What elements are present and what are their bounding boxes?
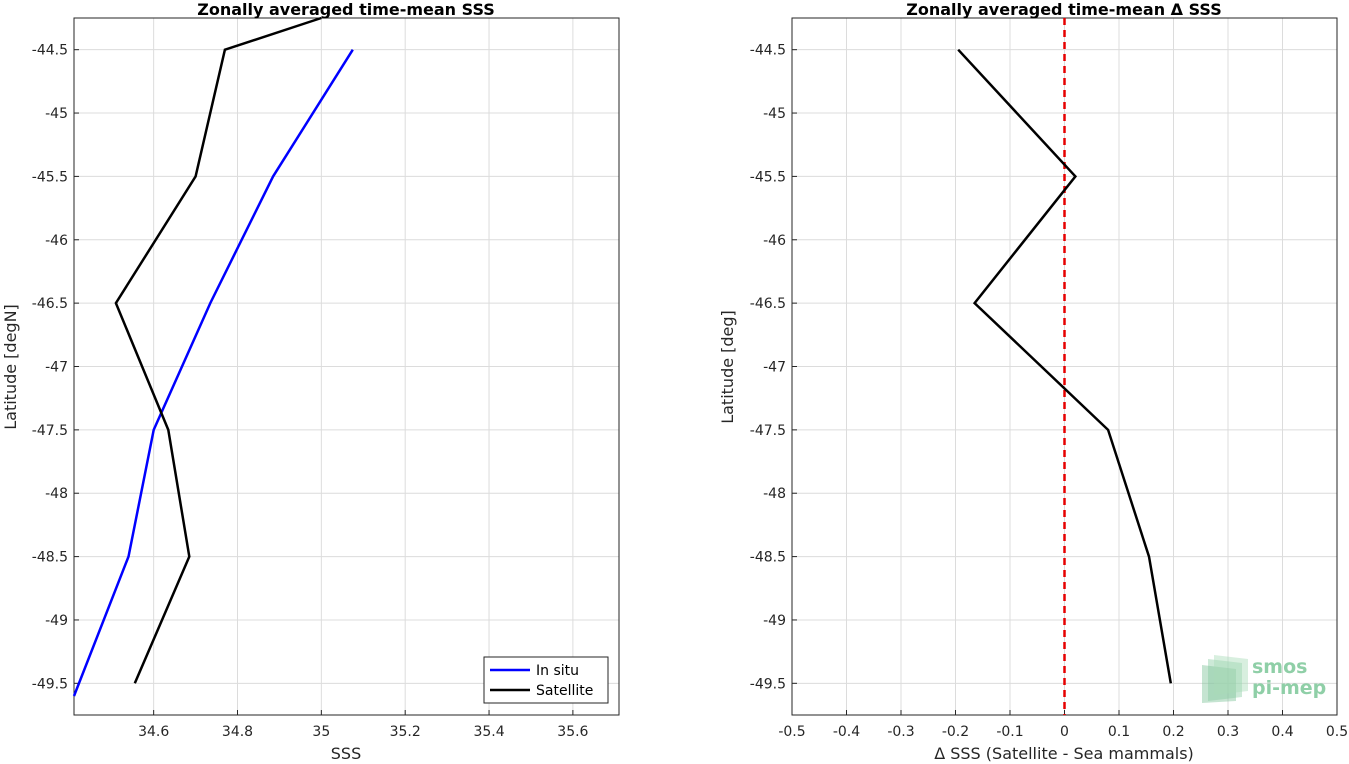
x-tick-label: 0 xyxy=(1060,724,1069,740)
x-tick-label: 0.3 xyxy=(1217,724,1239,740)
x-tick-label: -0.4 xyxy=(833,724,860,740)
y-tick-label: -44.5 xyxy=(32,43,68,59)
sss-ticks: 34.6 34.8 35 35.2 35.4 35.6 -44.5 -45 -45.5 -46 -4… xyxy=(32,43,589,740)
x-tick-label: 34.6 xyxy=(138,724,169,740)
y-tick-label: -45.5 xyxy=(32,169,68,185)
delta-sss-panel: -0.5 -0.4 -0.3 -0.2 -0.1 0 0.1 0.2 0.3 0.4 0.5 -44.… xyxy=(718,0,1348,763)
y-tick-label: -47.5 xyxy=(32,423,68,439)
y-tick-label: -47 xyxy=(45,360,68,376)
y-tick-label: -49 xyxy=(45,613,68,629)
delta-sss-series xyxy=(957,48,1173,684)
y-tick-label: -47.5 xyxy=(750,423,786,439)
x-tick-label: 0.1 xyxy=(1108,724,1130,740)
y-tick-label: -45.5 xyxy=(750,169,786,185)
sss-series xyxy=(72,16,354,697)
y-tick-label: -46 xyxy=(763,233,786,249)
x-tick-label: 0.4 xyxy=(1271,724,1293,740)
x-tick-label: -0.5 xyxy=(778,724,805,740)
y-tick-label: -47 xyxy=(763,360,786,376)
y-tick-label: -45 xyxy=(763,106,786,122)
sss-y-axis-label: Latitude [degN] xyxy=(1,304,20,430)
logo-text-pi-mep: pi-mep xyxy=(1252,677,1327,699)
sss-panel: 34.6 34.8 35 35.2 35.4 35.6 -44.5 -45 -45.5 -46 -4… xyxy=(1,0,620,763)
x-tick-label: 0.2 xyxy=(1162,724,1184,740)
legend-label-satellite: Satellite xyxy=(536,683,593,699)
sss-grid xyxy=(74,18,619,715)
delta-sss-x-axis-label: Δ SSS (Satellite - Sea mammals) xyxy=(934,744,1194,763)
delta-sss-ticks: -0.5 -0.4 -0.3 -0.2 -0.1 0 0.1 0.2 0.3 0.4 0.5 -44.… xyxy=(750,43,1348,740)
y-tick-label: -48 xyxy=(763,486,786,502)
x-tick-label: 35.2 xyxy=(390,724,421,740)
x-tick-label: -0.3 xyxy=(887,724,914,740)
x-tick-label: 35 xyxy=(312,724,330,740)
sss-chart-title: Zonally averaged time-mean SSS xyxy=(197,0,495,19)
legend-label-in-situ: In situ xyxy=(536,663,579,679)
legend-box xyxy=(483,656,609,704)
y-tick-label: -45 xyxy=(45,106,68,122)
delta-sss-chart-title: Zonally averaged time-mean Δ SSS xyxy=(906,0,1222,19)
sss-line-in-situ xyxy=(72,49,354,697)
y-tick-label: -46 xyxy=(45,233,68,249)
x-tick-label: -0.2 xyxy=(942,724,969,740)
x-tick-label: 35.4 xyxy=(473,724,504,740)
y-tick-label: -49 xyxy=(763,613,786,629)
x-tick-label: 0.5 xyxy=(1326,724,1348,740)
y-tick-label: -49.5 xyxy=(32,676,68,692)
logo-mark-icon xyxy=(1202,655,1248,703)
x-tick-label: 35.6 xyxy=(557,724,588,740)
y-tick-label: -48.5 xyxy=(32,550,68,566)
y-tick-label: -46.5 xyxy=(750,296,786,312)
sss-line-satellite xyxy=(114,16,322,684)
logo-text-smos: smos xyxy=(1252,656,1308,678)
y-tick-label: -48.5 xyxy=(750,550,786,566)
x-tick-label: 34.8 xyxy=(222,724,253,740)
x-tick-label: -0.1 xyxy=(996,724,1023,740)
y-tick-label: -48 xyxy=(45,486,68,502)
smos-pi-mep-logo: smos pi-mep xyxy=(1198,655,1338,705)
delta-sss-line-delta xyxy=(957,48,1173,684)
sss-x-axis-label: SSS xyxy=(331,744,361,763)
y-tick-label: -49.5 xyxy=(750,676,786,692)
delta-sss-y-axis-label: Latitude [deg] xyxy=(718,310,737,424)
y-tick-label: -46.5 xyxy=(32,296,68,312)
sss-legend: In situ Satellite xyxy=(483,656,609,704)
y-tick-label: -44.5 xyxy=(750,43,786,59)
